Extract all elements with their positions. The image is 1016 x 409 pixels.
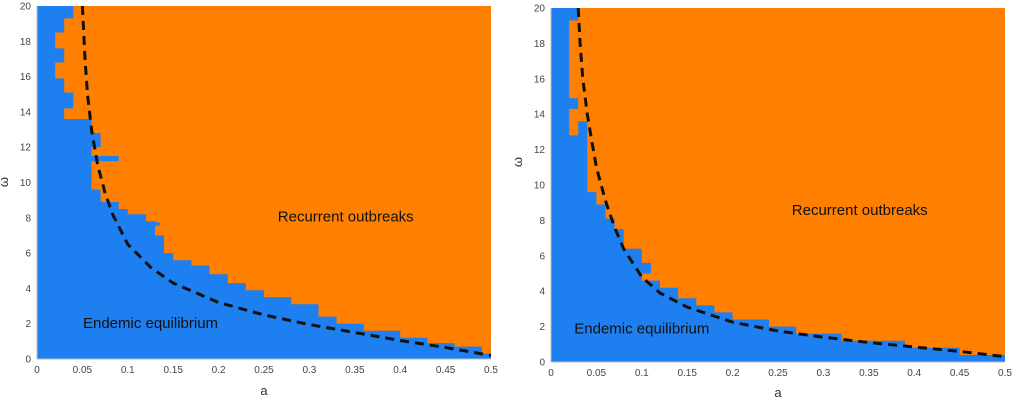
x-tick-label: 0.05 xyxy=(73,365,93,376)
y-tick-label: 2 xyxy=(539,322,545,333)
x-tick-label: 0.25 xyxy=(768,368,788,379)
y-tick-label: 10 xyxy=(20,178,32,189)
y-tick-label: 6 xyxy=(539,251,545,262)
chart-2: 0 0.05 0.1 0.15 0.2 0.25 0.3 0.35 0.4 0.45 0.5 0 2 4 6… xyxy=(510,4,1012,401)
recurrent-outbreaks-label: Recurrent outbreaks xyxy=(792,202,928,219)
y-tick-label: 2 xyxy=(25,319,31,330)
y-tick-label: 10 xyxy=(534,181,546,192)
y-tick-label: 12 xyxy=(20,143,32,154)
y-tick-label: 4 xyxy=(539,287,545,298)
endemic-equilibrium-region xyxy=(551,8,1005,362)
x-tick-label: 0.15 xyxy=(677,368,697,379)
boundary-dashed-curve xyxy=(80,5,492,357)
y-tick-label: 6 xyxy=(25,249,31,260)
chart-1: 0 0.05 0.1 0.15 0.2 0.25 0.3 0.35 0.4 0.45 0.5 0 2 4 6… xyxy=(0,2,498,399)
y-tick-label: 16 xyxy=(534,74,546,85)
x-tick-label: 0.4 xyxy=(907,368,921,379)
x-tick-label: 0.3 xyxy=(816,368,830,379)
x-tick-label: 0 xyxy=(34,365,40,376)
endemic-equilibrium-region xyxy=(37,6,491,359)
x-tick-label: 0.2 xyxy=(726,368,740,379)
x-axis-label: a xyxy=(774,385,782,400)
outbreak-patch xyxy=(164,242,174,248)
x-tick-label: 0.45 xyxy=(436,365,456,376)
x-tick-label: 0.05 xyxy=(587,368,607,379)
y-tick-label: 8 xyxy=(539,216,545,227)
x-tick-label: 0.5 xyxy=(484,365,498,376)
x-tick-label: 0.1 xyxy=(635,368,649,379)
x-tick-label: 0.3 xyxy=(302,365,316,376)
y-tick-label: 20 xyxy=(20,2,32,13)
x-tick-label: 0.4 xyxy=(393,365,407,376)
y-tick-label: 14 xyxy=(20,107,32,118)
y-tick-label: 16 xyxy=(20,72,32,83)
boundary-dashed-curve xyxy=(576,7,1006,359)
y-tick-label: 0 xyxy=(539,358,545,369)
endemic-equilibrium-label: Endemic equilibrium xyxy=(83,315,218,332)
endemic-patch xyxy=(155,222,160,226)
recurrent-outbreaks-label: Recurrent outbreaks xyxy=(278,208,414,225)
x-tick-label: 0 xyxy=(548,368,554,379)
x-tick-label: 0.15 xyxy=(163,365,183,376)
y-tick-label: 8 xyxy=(25,213,31,224)
x-tick-label: 0.35 xyxy=(345,365,365,376)
y-tick-label: 12 xyxy=(534,145,546,156)
y-tick-label: 18 xyxy=(20,37,32,48)
x-tick-label: 0.1 xyxy=(121,365,135,376)
y-tick-label: 14 xyxy=(534,110,546,121)
y-axis-label: ω xyxy=(0,177,11,187)
y-tick-label: 18 xyxy=(534,39,546,50)
y-tick-label: 4 xyxy=(25,284,31,295)
x-tick-label: 0.45 xyxy=(950,368,970,379)
endemic-equilibrium-label: Endemic equilibrium xyxy=(574,321,709,338)
y-tick-label: 0 xyxy=(25,355,31,366)
x-axis-label: a xyxy=(260,383,268,398)
x-tick-label: 0.5 xyxy=(998,368,1012,379)
x-tick-label: 0.35 xyxy=(859,368,879,379)
x-tick-label: 0.2 xyxy=(212,365,226,376)
y-tick-label: 20 xyxy=(534,4,546,15)
x-tick-label: 0.25 xyxy=(254,365,274,376)
y-axis-label: ω xyxy=(510,157,525,167)
